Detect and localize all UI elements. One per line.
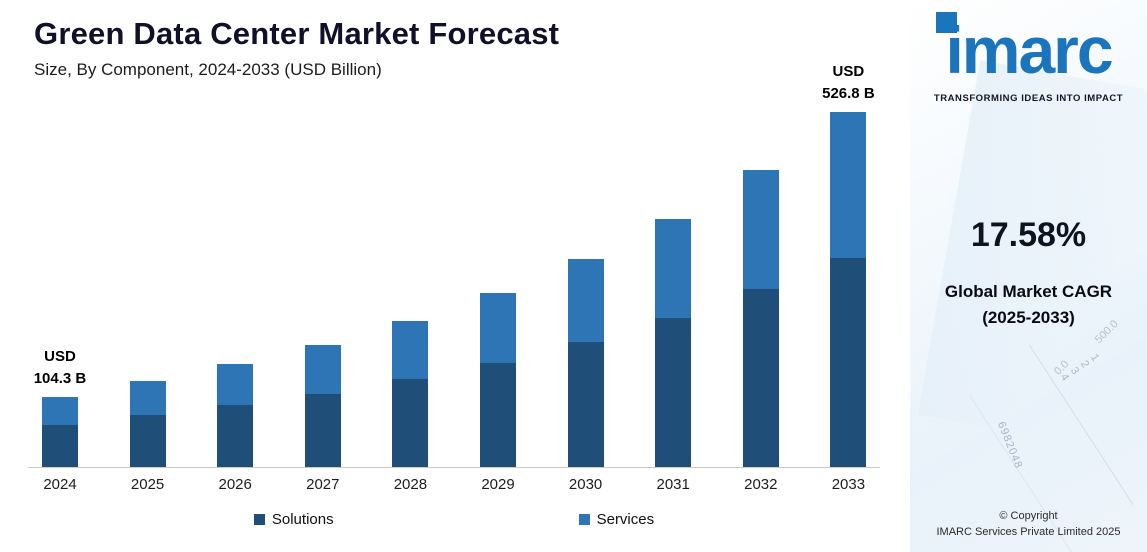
services-segment xyxy=(217,364,254,405)
solutions-segment xyxy=(567,342,604,467)
legend-item-services: Services xyxy=(578,511,655,528)
x-axis-label-2028: 2028 xyxy=(393,476,428,493)
services-segment xyxy=(480,293,516,363)
services-segment xyxy=(42,397,78,425)
x-axis-label-2029: 2029 xyxy=(481,476,515,493)
stacked-bar-plot: 2024 2025 2026 2027 2028 2029 2030 2031 2032 2033… xyxy=(28,63,880,493)
bar-2027 xyxy=(304,345,341,467)
bar-2032 xyxy=(742,170,779,467)
x-axis-label-2031: 2031 xyxy=(656,476,690,493)
chart-area: Green Data Center Market Forecast Size, … xyxy=(28,16,880,528)
logo-square-icon xyxy=(936,12,957,33)
services-segment xyxy=(567,259,604,342)
solutions-segment xyxy=(655,318,692,467)
bar-2030 xyxy=(567,259,604,467)
services-segment xyxy=(304,345,341,394)
bar-2031 xyxy=(655,219,692,467)
bar-2026 xyxy=(217,364,254,467)
solutions-segment xyxy=(217,405,254,467)
chart-title: Green Data Center Market Forecast xyxy=(34,16,560,51)
solutions-segment xyxy=(129,415,166,467)
solutions-segment xyxy=(392,379,429,467)
legend-label-services: Services xyxy=(596,511,655,528)
cagr-value: 17.58% xyxy=(970,216,1087,254)
x-axis-label-2027: 2027 xyxy=(306,476,340,493)
solutions-swatch-icon xyxy=(253,514,265,525)
services-segment xyxy=(392,321,429,379)
solutions-segment xyxy=(42,425,78,467)
cagr-block: 17.58% Global Market CAGR (2025-2033) xyxy=(910,216,1147,331)
copyright-line1: © Copyright xyxy=(999,510,1058,522)
logo-tagline: TRANSFORMING IDEAS INTO IMPACT xyxy=(933,93,1124,104)
bar-annotation: USD 526.8 B xyxy=(822,63,875,102)
copyright: © Copyright IMARC Services Private Limit… xyxy=(910,508,1147,540)
x-axis-label-2033: 2033 xyxy=(831,476,866,493)
services-swatch-icon xyxy=(578,514,590,525)
cagr-label-line2: (2025-2033) xyxy=(982,308,1075,327)
x-axis-label-2026: 2026 xyxy=(218,476,252,493)
bar-annotation: USD 104.3 B xyxy=(33,348,87,387)
logo-text: imarc xyxy=(945,13,1113,87)
x-axis-label-2025: 2025 xyxy=(130,476,165,493)
solutions-segment xyxy=(480,363,516,467)
solutions-segment xyxy=(742,289,779,467)
solutions-segment xyxy=(304,394,341,467)
imarc-logo: imarc xyxy=(910,4,1147,85)
cagr-label: Global Market CAGR (2025-2033) xyxy=(910,279,1147,331)
solutions-segment xyxy=(830,258,867,467)
copyright-line2: IMARC Services Private Limited 2025 xyxy=(936,526,1121,538)
x-axis-label-2030: 2030 xyxy=(568,476,603,493)
bar-2024 xyxy=(42,397,78,467)
cagr-label-line1: Global Market CAGR xyxy=(944,282,1113,301)
bar-2033 xyxy=(830,112,867,467)
x-axis-label-2024: 2024 xyxy=(43,476,77,493)
x-axis-label-2032: 2032 xyxy=(744,476,778,493)
legend-item-solutions: Solutions xyxy=(253,511,334,528)
services-segment xyxy=(830,112,867,258)
bar-2028 xyxy=(392,321,429,467)
bar-2029 xyxy=(480,293,516,467)
chart-legend: Solutions Services xyxy=(28,511,880,528)
services-segment xyxy=(655,219,692,318)
chart-subtitle: Size, By Component, 2024-2033 (USD Billi… xyxy=(34,60,382,79)
services-segment xyxy=(742,170,779,289)
services-segment xyxy=(129,381,166,415)
sidebar: 6982048 500.0 0.0 1 2 3 4 imarc TRANSFOR… xyxy=(910,0,1147,552)
bar-2025 xyxy=(129,381,166,467)
legend-label-solutions: Solutions xyxy=(271,511,334,528)
